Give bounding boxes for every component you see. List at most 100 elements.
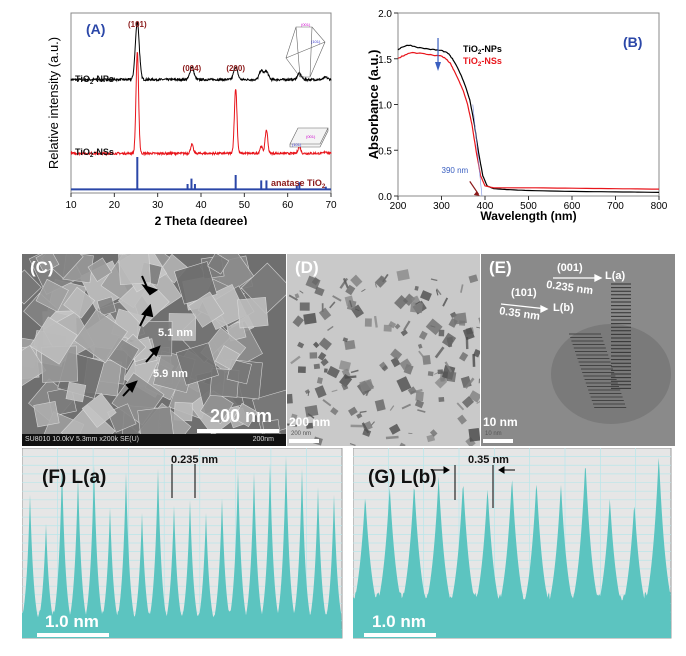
x-axis-label: Wavelength (nm) (480, 209, 576, 223)
tem-particle (396, 269, 410, 282)
nanosheet-flake (237, 296, 269, 329)
series-line-tio2-nps (397, 44, 660, 193)
panel-label-a: (A) (86, 21, 105, 37)
facet-label: (101) (292, 142, 302, 147)
tem-particle (399, 358, 412, 371)
nanosheet-flake (73, 309, 128, 364)
tem-particle (350, 369, 359, 374)
peak-label: (200) (226, 64, 245, 73)
intensity-profile-area (353, 457, 671, 638)
profile-f-scale-label: 1.0 nm (45, 612, 99, 631)
tem-image-panel: (D) 200 nm 200 nm (287, 254, 480, 446)
x-tick-label: 700 (607, 201, 624, 212)
nanosheet-flake (33, 401, 60, 428)
nanosheet-flake (117, 275, 170, 328)
spacing-markers (171, 464, 196, 498)
nanosheet-flake (96, 296, 117, 317)
tem-particle (327, 325, 334, 331)
tem-particle (374, 275, 387, 288)
nanosheet-flake (233, 402, 258, 428)
tem-particle (388, 320, 397, 329)
tem-particle (361, 288, 366, 292)
series-label-tio2-nps: TiO2-NPs (75, 74, 114, 86)
reference-line (324, 186, 327, 190)
tem-particle (341, 368, 351, 378)
tem-particle (418, 350, 426, 359)
sem-scale-label: 200 nm (210, 406, 273, 426)
tem-particle (415, 301, 421, 305)
tem-particle (326, 365, 340, 379)
panel-label-b: (B) (623, 34, 642, 50)
sem-image-panel: (C) 5.1 nm 5.9 nm 200 nm SU8010 10.0kV 5… (22, 254, 286, 446)
tem-particle (456, 402, 465, 411)
spacing-label-f: 0.235 nm (171, 454, 219, 466)
reference-line (136, 157, 139, 190)
tem-particle (312, 341, 320, 349)
series-line-tio2-nss (70, 51, 332, 157)
tem-particle (362, 428, 372, 437)
tem-particle (375, 283, 377, 288)
nanosheet-crystal-icon: (001) (101) (289, 127, 329, 148)
tem-particle (430, 278, 438, 282)
tem-particle (437, 369, 444, 375)
profile-f-scale-bar (37, 633, 109, 637)
tem-particle (374, 399, 386, 412)
tem-particle (383, 324, 392, 332)
profile-g-scale-bar (364, 633, 436, 637)
tem-particle (435, 289, 439, 296)
y-tick-label: 0.5 (378, 146, 392, 157)
sem-scale-bar (197, 429, 279, 433)
nanosheet-flake (207, 254, 230, 275)
tem-particle (350, 274, 363, 288)
tem-particle (297, 341, 305, 349)
tem-particle (476, 326, 480, 329)
sem-nanosheets-image (22, 254, 286, 446)
tem-particle (403, 320, 411, 331)
tem-particle (381, 365, 389, 372)
tem-particle (307, 413, 315, 419)
tem-particle (294, 293, 300, 299)
nanosheet-flake (187, 291, 225, 328)
hrtem-lattice-image (500, 273, 671, 424)
tem-particle (401, 403, 412, 410)
sem-footer: SU8010 10.0kV 5.3mm x200k SE(U) 200nm (22, 434, 286, 446)
spacing-label-g: 0.35 nm (468, 454, 509, 466)
tem-particle (394, 323, 401, 330)
tem-particle (359, 378, 374, 393)
tem-particle (314, 385, 327, 399)
tem-particle (349, 443, 356, 446)
tem-scale-label: 200 nm (289, 415, 331, 429)
tem-particle (420, 290, 432, 302)
tem-particle (305, 275, 321, 290)
tem-particle (425, 318, 443, 336)
reference-line (190, 178, 193, 190)
tem-particle (438, 396, 445, 402)
hrtem-scale-label: 10 nm (483, 415, 518, 429)
tem-particle (287, 423, 298, 427)
tem-particle (288, 294, 298, 301)
tem-nanosheets-image (287, 269, 480, 446)
tem-particle (434, 372, 439, 375)
tem-particle (331, 389, 338, 393)
tem-particle (389, 405, 395, 411)
tem-particle (322, 399, 332, 407)
nanosheet-flake (29, 316, 78, 365)
tem-particle (342, 277, 349, 289)
peak-label: (101) (128, 20, 147, 29)
tem-particle (446, 336, 454, 343)
tem-particle (468, 390, 480, 403)
tem-particle (329, 301, 336, 309)
line-label-la: L(a) (605, 270, 626, 282)
tem-particle (379, 275, 385, 282)
absorbance-chart: 200 300 400 500 600 700 800 0.0 0.5 1.0 1.5 2.0 Wave… (366, 9, 668, 223)
nanosheet-outline (289, 127, 329, 148)
tem-particle (478, 378, 480, 384)
x-tick-label: 50 (239, 200, 251, 211)
tem-particle (465, 436, 476, 446)
tem-particle (478, 317, 480, 329)
nanosheet-flake (175, 342, 219, 386)
facet-label: (001) (306, 134, 316, 139)
x-tick-label: 40 (195, 200, 207, 211)
legend-tio2-nps: TiO2-NPs (463, 44, 502, 56)
tem-particle (389, 423, 401, 435)
